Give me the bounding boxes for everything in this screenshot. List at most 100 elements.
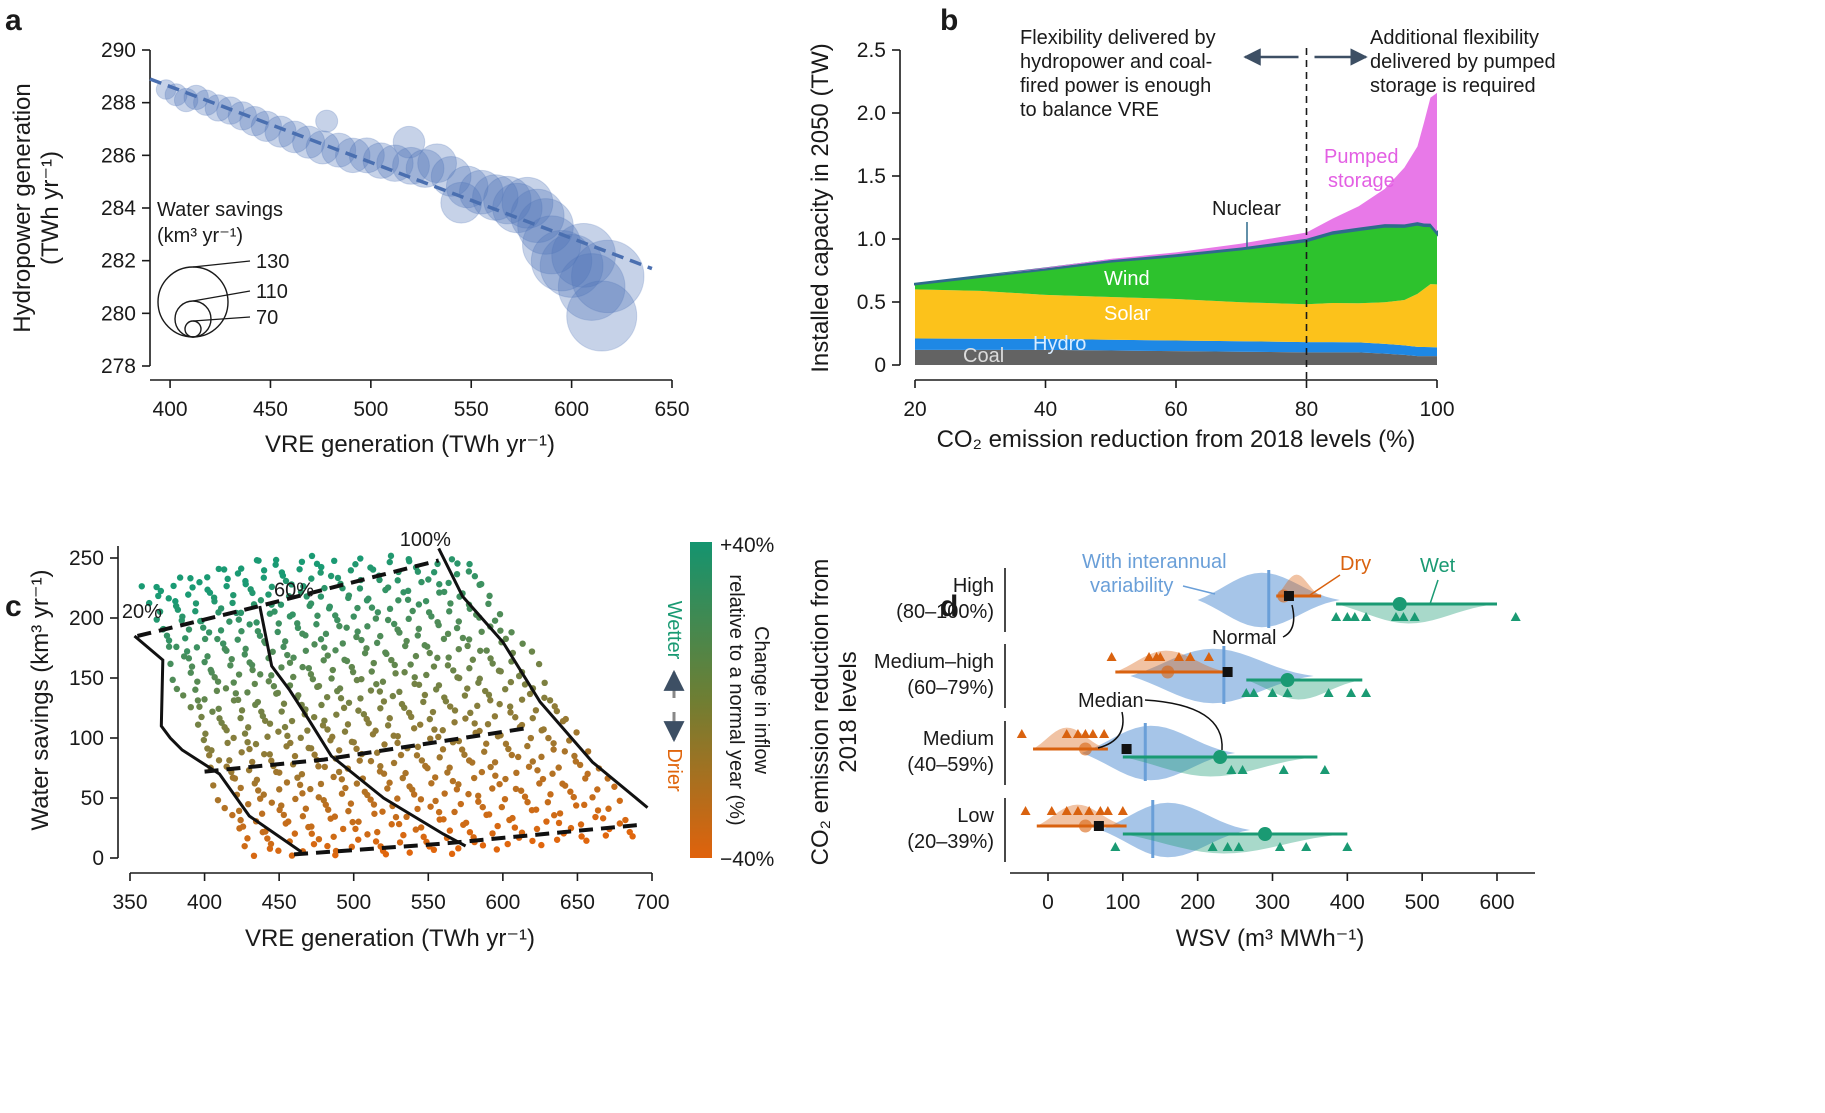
- panel-c-point: [506, 703, 514, 710]
- panel-c-boundary-20: [133, 634, 303, 854]
- panel-c-point: [511, 824, 519, 831]
- panel-c-point: [353, 745, 360, 753]
- panel-b-annotation-right: Additional flexibility: [1370, 27, 1539, 49]
- panel-c-point: [514, 753, 522, 761]
- panel-c-point: [577, 821, 585, 828]
- panel-d-group-name: Medium: [923, 728, 994, 750]
- panel-c-point: [384, 785, 391, 792]
- panel-c-chart: 0 50 100 150 200 250 350 400 450 500 550 600 650 700 2…: [27, 529, 774, 952]
- panel-c-point: [315, 763, 322, 770]
- panel-c-point: [321, 717, 328, 724]
- panel-c-colorbar: [690, 542, 712, 858]
- panel-c-point: [436, 581, 443, 588]
- panel-c-point: [532, 707, 540, 714]
- panel-c-point: [284, 651, 291, 659]
- panel-c-point: [386, 715, 393, 722]
- panel-c-point: [170, 582, 177, 590]
- panel-c-point: [214, 796, 222, 804]
- panel-c-point: [289, 611, 296, 618]
- panel-c-point: [336, 685, 344, 692]
- panel-c-point: [540, 726, 547, 733]
- panel-c-point: [307, 785, 314, 793]
- panel-a-legend-label: 130: [256, 251, 289, 273]
- panel-c-point: [512, 785, 520, 793]
- panel-c-point: [402, 642, 409, 650]
- panel-c-point: [469, 759, 476, 766]
- panel-c-point: [299, 663, 306, 671]
- panel-c-point: [153, 583, 160, 591]
- panel-c-point: [420, 833, 427, 841]
- panel-c-point: [255, 787, 262, 794]
- panel-c-point: [373, 639, 381, 647]
- panel-d-normal-marker: [1121, 744, 1132, 754]
- panel-c-point: [475, 798, 482, 805]
- panel-c-point: [369, 566, 377, 573]
- panel-c-point: [204, 574, 211, 581]
- panel-c-point: [616, 797, 623, 804]
- panel-c-point: [513, 769, 520, 777]
- panel-c-point: [332, 847, 340, 855]
- panel-c-point: [275, 620, 282, 627]
- panel-c-point: [324, 726, 331, 733]
- panel-a-point: [566, 280, 638, 352]
- panel-c-point: [376, 688, 384, 695]
- panel-a-xtick-label: 500: [353, 398, 388, 421]
- panel-c-point: [507, 709, 514, 716]
- panel-c-point: [214, 635, 221, 643]
- panel-c-point: [414, 805, 421, 813]
- panel-c-point: [355, 836, 362, 843]
- panel-d-tri-wet: [1241, 688, 1252, 697]
- panel-b-annotation-left: Flexibility delivered by: [1020, 27, 1216, 49]
- panel-b-xtick-label: 20: [903, 398, 926, 421]
- panel-d-tri-wet: [1390, 612, 1401, 621]
- panel-c-point: [418, 578, 425, 586]
- panel-d-leader-median-1: [1097, 711, 1124, 749]
- panel-a-point: [278, 120, 311, 154]
- panel-c-point: [497, 668, 504, 675]
- panel-c-point: [547, 791, 554, 798]
- panel-c-point: [535, 660, 543, 668]
- panel-c-point: [518, 696, 526, 703]
- panel-c-boundary-100: [437, 547, 649, 809]
- panel-c-boundary-60: [258, 605, 467, 848]
- panel-a-point: [417, 143, 458, 184]
- panel-c-point: [334, 616, 341, 624]
- panel-c-point: [165, 637, 173, 644]
- panel-c-point: [169, 676, 176, 684]
- panel-c-point: [451, 719, 458, 726]
- panel-c-point: [435, 621, 442, 629]
- panel-c-point: [497, 627, 504, 634]
- panel-c-point: [281, 723, 289, 731]
- panel-c-point: [508, 751, 516, 759]
- panel-c-point: [431, 726, 438, 733]
- panel-c-point: [370, 659, 377, 667]
- panel-c-point: [442, 698, 450, 705]
- panel-c-point: [391, 661, 398, 669]
- panel-c-point: [330, 833, 337, 840]
- panel-c-point: [504, 840, 511, 848]
- panel-c-point: [246, 745, 253, 753]
- panel-d-group-name: Medium–high: [874, 651, 994, 673]
- panel-c-point: [288, 717, 296, 725]
- panel-c-point: [605, 805, 612, 812]
- panel-c-point: [592, 813, 599, 821]
- panel-c-point: [502, 740, 510, 748]
- panel-a-point: [193, 89, 220, 116]
- panel-c-point: [156, 608, 164, 615]
- panel-c-point: [424, 764, 431, 772]
- panel-c-point: [373, 749, 381, 756]
- panel-d-tri-wet: [1361, 612, 1372, 621]
- panel-d-tri-wet: [1226, 765, 1237, 774]
- panel-c-point: [367, 757, 375, 765]
- panel-c-point: [223, 647, 230, 654]
- panel-c-point: [489, 830, 496, 837]
- panel-a-ytick-label: 280: [101, 302, 136, 325]
- panel-d-tri-dry: [1144, 652, 1155, 661]
- panel-c-point: [193, 644, 201, 651]
- panel-c-point: [415, 601, 423, 608]
- panel-c-point: [376, 576, 383, 584]
- panel-c-point: [256, 632, 264, 639]
- panel-b-area-solar: [915, 284, 1437, 348]
- panel-c-region-100: 100%: [400, 529, 451, 551]
- panel-c-point: [320, 657, 327, 664]
